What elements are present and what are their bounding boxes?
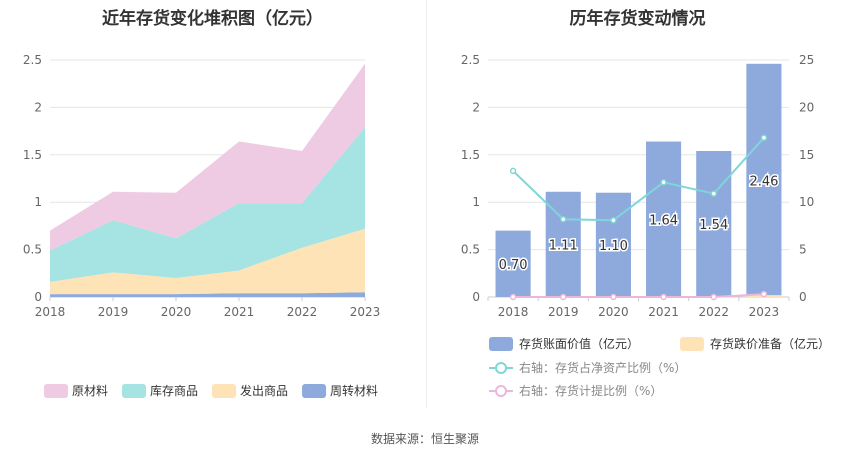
area-series-发出商品 (50, 228, 365, 295)
line-point (509, 293, 517, 301)
y-tick-label: 1.5 (23, 148, 42, 162)
legend-swatch (212, 384, 237, 398)
x-tick-label: 2018 (498, 305, 529, 319)
y-right-tick-label: 25 (799, 53, 814, 67)
line-point (610, 293, 617, 301)
line-point (760, 290, 768, 298)
x-tick-label: 2020 (161, 305, 192, 319)
legend-swatch (489, 337, 513, 351)
y-left-tick-label: 0 (472, 290, 480, 304)
data-source: 数据来源：恒生聚源 (370, 432, 479, 446)
bar-inventory-value (646, 141, 682, 297)
legend-label: 库存商品 (150, 383, 198, 398)
legend-swatch (302, 384, 327, 398)
y-tick-label: 0 (34, 290, 42, 304)
line-point (660, 293, 667, 301)
area-series-周转材料 (50, 292, 365, 297)
x-tick-label: 2021 (648, 305, 679, 319)
bar-data-label: 0.70 (499, 258, 528, 273)
legend-swatch (122, 384, 147, 398)
legend-label: 原材料 (72, 384, 108, 398)
y-right-tick-label: 10 (799, 195, 814, 209)
legend-label: 存货账面价值（亿元） (519, 336, 639, 351)
panel-divider (426, 0, 427, 408)
line-point (660, 179, 667, 186)
legend-marker (495, 385, 507, 397)
x-tick-label: 2022 (698, 305, 729, 319)
y-right-tick-label: 0 (799, 290, 807, 304)
x-tick-label: 2020 (598, 305, 629, 319)
bar-inventory-value (746, 63, 782, 298)
x-tick-label: 2023 (749, 305, 780, 319)
y-right-tick-label: 5 (799, 243, 807, 257)
line-series (513, 293, 764, 298)
x-tick-label: 2021 (224, 305, 255, 319)
x-tick-label: 2019 (548, 305, 579, 319)
x-tick-label: 2019 (98, 305, 129, 319)
area-series-库存商品 (50, 127, 365, 282)
bar-data-label: 1.10 (599, 239, 628, 254)
y-right-tick-label: 15 (799, 148, 814, 162)
bar-inventory-value (495, 230, 531, 297)
line-point (560, 216, 567, 223)
y-tick-label: 2.5 (23, 53, 42, 67)
bar-data-label: 2.46 (749, 174, 778, 189)
line-point (610, 216, 617, 224)
legend-label: 右轴：存货占净资产比例（%） (519, 360, 686, 375)
legend-swatch (44, 384, 68, 398)
legend-label: 存货跌价准备（亿元） (710, 336, 830, 351)
legend-label: 右轴：存货计提比例（%） (519, 383, 662, 398)
line-point (710, 190, 717, 197)
y-left-tick-label: 1 (472, 195, 480, 209)
y-left-tick-label: 0.5 (461, 243, 480, 257)
y-left-tick-label: 2 (472, 100, 480, 114)
bar-data-label: 1.11 (549, 238, 578, 253)
y-tick-label: 0.5 (23, 243, 42, 257)
line-point (509, 167, 517, 175)
line-series (512, 137, 765, 222)
bar-data-label: 1.54 (699, 218, 728, 233)
bar-line-chart: 0 0.5 1 1.5 2 2.5 0 5 10 15 20 25 2018 2019 2020 2021 20… (461, 53, 830, 398)
legend-label: 发出商品 (240, 383, 288, 398)
bar-inventory-value (595, 192, 631, 297)
y-tick-label: 1 (34, 195, 42, 209)
y-tick-label: 2 (34, 100, 42, 114)
line-point (760, 134, 768, 141)
x-tick-label: 2018 (35, 305, 66, 319)
x-tick-label: 2023 (350, 305, 381, 319)
legend-marker (495, 362, 507, 374)
legend-swatch (680, 337, 704, 351)
right-chart-title: 历年存货变动情况 (569, 9, 706, 29)
area-series-原材料 (50, 63, 365, 251)
line-point (560, 293, 567, 301)
y-left-tick-label: 1.5 (461, 148, 480, 162)
bar-data-label: 1.64 (649, 213, 678, 228)
legend-label: 周转材料 (330, 383, 378, 398)
line-point (710, 293, 717, 301)
left-chart-title: 近年存货变化堆积图（亿元） (102, 9, 323, 29)
x-tick-label: 2022 (287, 305, 318, 319)
y-right-tick-label: 20 (799, 100, 814, 114)
stacked-area-chart: 0 0.5 1 1.5 2 2.5 2018 2019 2020 2021 2022 2023 原材料 库… (23, 53, 381, 398)
bar-inventory-value (696, 151, 732, 297)
y-left-tick-label: 2.5 (461, 53, 480, 67)
